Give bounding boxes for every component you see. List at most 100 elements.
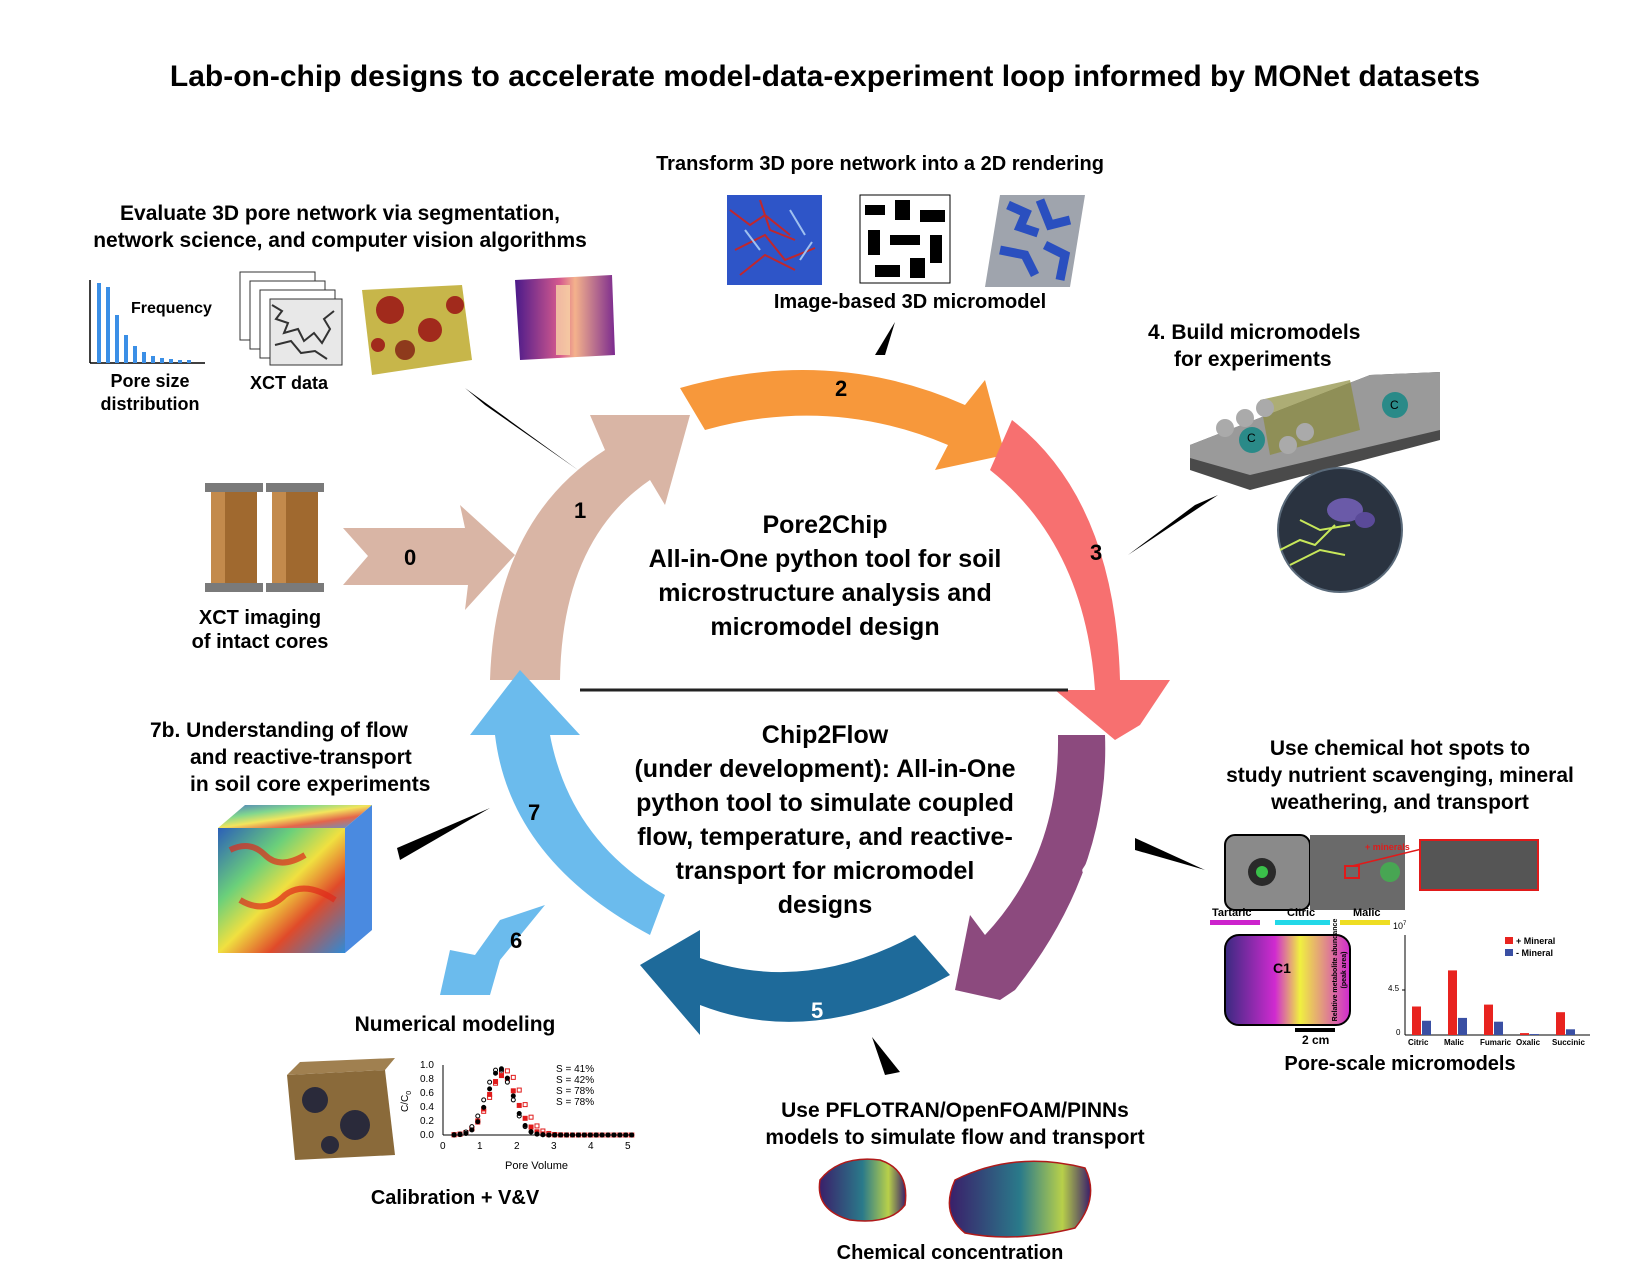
step-6-label: 6 bbox=[510, 928, 523, 953]
c1-label: C1 bbox=[1273, 960, 1291, 976]
btc-point-series-1 bbox=[522, 1115, 528, 1121]
pointer-1 bbox=[465, 388, 578, 470]
bar-tick-mid: 4.5 bbox=[1388, 984, 1400, 993]
chip2flow-title: Chip2Flow bbox=[761, 721, 889, 749]
pflotran-line: Use PFLOTRAN/OpenFOAM/PINNs bbox=[781, 1099, 1129, 1122]
porosity-volume bbox=[515, 275, 615, 360]
pointer-3 bbox=[1128, 495, 1218, 555]
btc-xtick: 5 bbox=[625, 1141, 631, 1152]
btc-legend: S = 41% S = 42% S = 78% S = 78% bbox=[556, 1064, 594, 1108]
acid-tartaric: Tartaric bbox=[1212, 907, 1252, 919]
btc-point-series-3 bbox=[493, 1070, 499, 1076]
bar-category-label: Fumaric bbox=[1480, 1038, 1512, 1047]
chemical-caption: Chemical concentration bbox=[836, 1242, 1064, 1264]
pore-network-3d bbox=[727, 195, 822, 285]
bar-legend-plus: + Mineral bbox=[1505, 935, 1555, 947]
btc-point-series-0 bbox=[534, 1123, 540, 1129]
xct-line: of intact cores bbox=[191, 631, 329, 653]
chip2flow-line: flow, temperature, and reactive- bbox=[637, 823, 1013, 851]
bar-legend-plus-text: + Mineral bbox=[1516, 936, 1556, 946]
btc-xtick: 0 bbox=[440, 1141, 446, 1152]
acid-malic: Malic bbox=[1353, 907, 1381, 919]
evaluate-heading: Evaluate 3D pore network via segmentatio… bbox=[55, 200, 625, 254]
btc-point-series-3 bbox=[469, 1127, 475, 1133]
pointer-2 bbox=[875, 322, 895, 355]
bar-category-label: Succinic bbox=[1552, 1038, 1585, 1047]
btc-point-series-3 bbox=[457, 1132, 463, 1138]
chip2flow-line: (under development): All-in-One bbox=[634, 755, 1016, 783]
hotspots-line: weathering, and transport bbox=[1271, 791, 1529, 814]
pointer-7 bbox=[397, 808, 490, 860]
step-7-label: 7 bbox=[528, 800, 541, 825]
understanding-label: 7b. Understanding of flow and reactive-t… bbox=[150, 717, 480, 798]
bar-legend-minus-text: - Mineral bbox=[1516, 948, 1554, 958]
pflotran-line: models to simulate flow and transport bbox=[765, 1126, 1145, 1149]
hotspots-line: Use chemical hot spots to bbox=[1269, 737, 1531, 760]
bar-ylabel-line: (peak area) bbox=[1341, 951, 1348, 989]
build-line: 4. Build micromodels bbox=[1148, 321, 1361, 344]
btc-point-series-3 bbox=[558, 1132, 564, 1138]
arrow-6 bbox=[440, 905, 545, 995]
btc-point-series-2 bbox=[487, 1079, 493, 1085]
reactive-transport-cube bbox=[218, 805, 372, 953]
micromodel-chip bbox=[1190, 372, 1440, 490]
bar-fumaric-plus bbox=[1484, 1004, 1493, 1035]
btc-ytick: 0.6 bbox=[420, 1088, 434, 1099]
bar-exponent: 107 bbox=[1393, 921, 1406, 931]
metabolite-bar-chart bbox=[1402, 935, 1590, 1036]
bar-legend: + Mineral - Mineral bbox=[1505, 935, 1555, 959]
micromodel-caption: Image-based 3D micromodel bbox=[773, 291, 1047, 313]
xct-data-label: XCT data bbox=[250, 373, 329, 393]
psd-line: distribution bbox=[100, 394, 200, 414]
btc-point-series-3 bbox=[552, 1132, 558, 1138]
step-0-label: 0 bbox=[404, 545, 417, 570]
btc-point-series-3 bbox=[475, 1119, 481, 1125]
hotspots-line: study nutrient scavenging, mineral bbox=[1226, 764, 1574, 787]
btc-point-series-0 bbox=[528, 1114, 534, 1120]
micromodel-2d-rendering bbox=[985, 195, 1085, 287]
xct-data-slices bbox=[239, 271, 343, 366]
step-5-label: 5 bbox=[811, 998, 824, 1023]
pore-size-label: Pore size distribution bbox=[80, 370, 220, 416]
bar-tick-zero: 0 bbox=[1396, 1028, 1401, 1037]
btc-point-series-3 bbox=[605, 1132, 611, 1138]
btc-point-series-3 bbox=[617, 1132, 623, 1138]
btc-legend-entry: S = 42% bbox=[556, 1075, 595, 1086]
btc-point-series-3 bbox=[540, 1132, 546, 1138]
soil-core-cylinders bbox=[205, 483, 324, 592]
btc-point-series-0 bbox=[504, 1068, 510, 1074]
btc-xtick: 4 bbox=[588, 1141, 594, 1152]
minerals-tag: + minerals bbox=[1365, 842, 1410, 852]
btc-point-series-0 bbox=[522, 1102, 528, 1108]
bar-legend-minus: - Mineral bbox=[1505, 947, 1555, 959]
bar-malic-minus bbox=[1458, 1017, 1467, 1035]
btc-ylabel-text: C/C bbox=[400, 1094, 411, 1112]
btc-point-series-3 bbox=[498, 1066, 504, 1072]
arrow-7 bbox=[470, 670, 665, 935]
btc-point-series-3 bbox=[510, 1093, 516, 1099]
binary-slice bbox=[859, 194, 951, 284]
bar-citric-plus bbox=[1412, 1006, 1421, 1035]
btc-point-series-2 bbox=[481, 1097, 487, 1103]
pore2chip-line: All-in-One python tool for soil bbox=[648, 545, 1002, 573]
psd-line: Pore size bbox=[110, 371, 190, 391]
arrow-0 bbox=[343, 505, 515, 610]
arrow-3 bbox=[990, 420, 1170, 740]
btc-point-series-1 bbox=[516, 1102, 522, 1108]
btc-ylabel-sub: 0 bbox=[406, 1090, 413, 1095]
btc-point-series-1 bbox=[510, 1088, 516, 1094]
arrow-5 bbox=[640, 930, 950, 1035]
btc-ylabel: C/C0 bbox=[400, 1091, 413, 1112]
btc-point-series-3 bbox=[581, 1132, 587, 1138]
btc-point-series-3 bbox=[481, 1104, 487, 1110]
btc-point-series-3 bbox=[522, 1123, 528, 1129]
understanding-line: and reactive-transport bbox=[190, 746, 412, 769]
btc-point-series-1 bbox=[528, 1124, 534, 1130]
bar-oxalic-minus bbox=[1530, 1034, 1539, 1035]
btc-point-series-3 bbox=[599, 1132, 605, 1138]
btc-point-series-0 bbox=[516, 1087, 522, 1093]
pore-size-histogram bbox=[89, 280, 205, 364]
pore-scale-caption: Pore-scale micromodels bbox=[1284, 1053, 1516, 1075]
numerical-heading: Numerical modeling bbox=[354, 1013, 556, 1036]
xct-line: XCT imaging bbox=[198, 607, 322, 629]
